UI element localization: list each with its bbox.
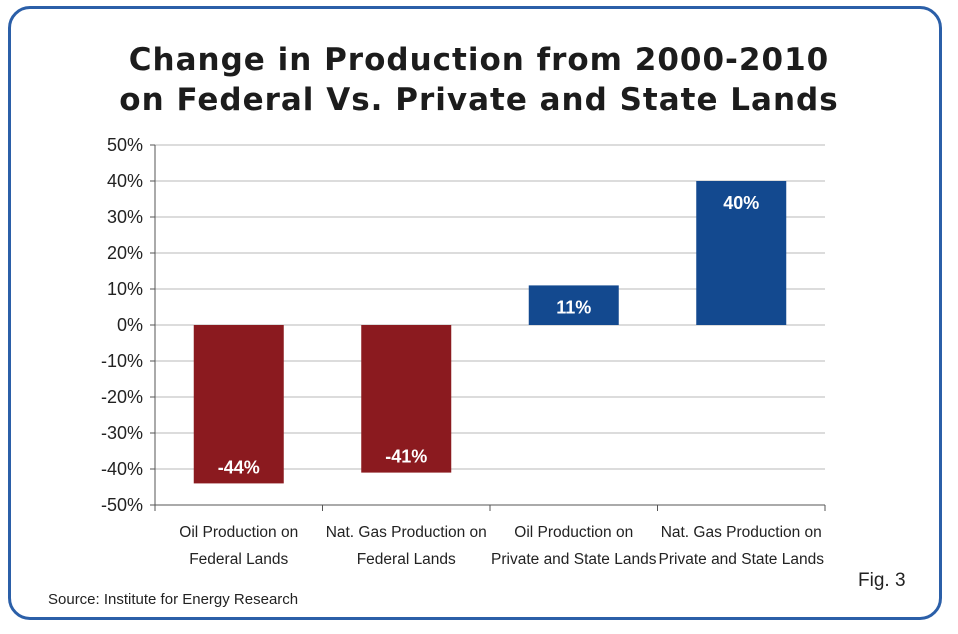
y-tick-label: 10% [107,279,143,299]
y-tick-label: -20% [101,387,143,407]
source-note: Source: Institute for Energy Research [48,591,299,608]
bar-data-label: -44% [218,457,260,477]
y-tick-label: 20% [107,243,143,263]
bar [193,325,284,484]
chart-title-line-2: on Federal Vs. Private and State Lands [119,82,839,118]
bar-data-label: 40% [723,193,759,213]
bar [696,181,787,325]
y-tick-label: -40% [101,459,143,479]
chart-frame [8,6,942,620]
y-tick-label: 0% [117,315,143,335]
y-tick-label: 50% [107,135,143,155]
bar [361,325,452,473]
x-category-label: Federal Lands [189,551,288,568]
y-tick-label: -30% [101,423,143,443]
bar-data-label: 11% [556,297,591,317]
x-category-label: Private and State Lands [659,551,825,568]
x-category-label: Private and State Lands [491,551,657,568]
y-tick-label: -50% [101,495,143,515]
y-tick-label: -10% [101,351,143,371]
chart-title-line-1: Change in Production from 2000-2010 [128,42,830,78]
y-tick-label: 40% [107,171,143,191]
x-category-label: Oil Production on [179,524,298,541]
chart-title: Change in Production from 2000-2010 on F… [0,40,958,120]
y-tick-label: 30% [107,207,143,227]
bar-data-label: -41% [385,447,427,467]
x-category-label: Federal Lands [357,551,456,568]
figure-label: Fig. 3 [858,570,906,591]
x-category-label: Nat. Gas Production on [661,524,822,541]
x-category-label: Oil Production on [514,524,633,541]
x-category-label: Nat. Gas Production on [326,524,487,541]
bar [528,285,619,325]
